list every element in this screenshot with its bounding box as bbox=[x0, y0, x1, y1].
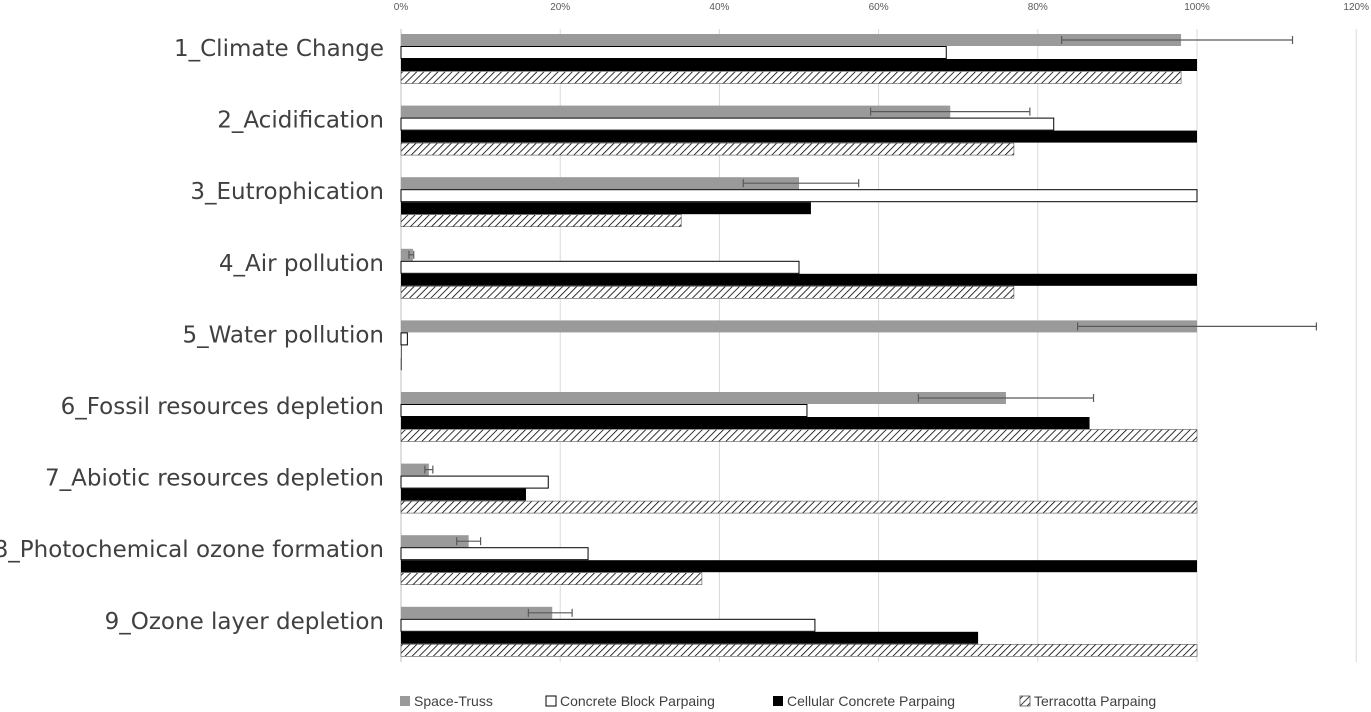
bar bbox=[400, 572, 703, 586]
legend-swatch bbox=[773, 696, 783, 706]
bar bbox=[401, 535, 469, 548]
bar bbox=[400, 643, 1198, 657]
bar bbox=[400, 429, 1198, 442]
bar bbox=[400, 547, 589, 561]
bar bbox=[401, 273, 1197, 286]
legend-swatch bbox=[545, 695, 557, 707]
category-label: 6_Fossil resources depletion bbox=[61, 394, 384, 420]
bar bbox=[401, 488, 526, 501]
bar bbox=[400, 285, 1015, 299]
category-label: 1_Climate Change bbox=[174, 36, 384, 62]
bars bbox=[400, 34, 1198, 657]
x-tick-label: 60% bbox=[869, 2, 889, 13]
x-tick-label: 80% bbox=[1028, 2, 1048, 13]
x-axis: 0% 20% 40% 60% 80% 100% 120% bbox=[394, 2, 1369, 13]
legend-label: Cellular Concrete Parpaing bbox=[787, 693, 955, 709]
x-tick-label: 40% bbox=[709, 2, 729, 13]
bar bbox=[400, 189, 1198, 203]
legend-label: Space-Truss bbox=[414, 693, 493, 709]
category-label: 3_Eutrophication bbox=[190, 179, 384, 205]
bar bbox=[400, 117, 1055, 131]
category-label: 9_Ozone layer depletion bbox=[105, 609, 384, 635]
bar bbox=[401, 320, 1197, 333]
bar bbox=[401, 177, 799, 190]
bar bbox=[401, 248, 413, 261]
bar bbox=[401, 631, 979, 644]
x-tick-label: 0% bbox=[394, 2, 409, 13]
bar bbox=[400, 500, 1198, 514]
bar bbox=[401, 392, 1006, 404]
legend: Space-Truss Concrete Block Parpaing Cellul… bbox=[400, 693, 1156, 709]
bar bbox=[401, 417, 1090, 429]
bar bbox=[400, 332, 408, 346]
category-label: 8_Photochemical ozone formation bbox=[0, 537, 384, 563]
bar bbox=[401, 606, 553, 619]
bar bbox=[401, 202, 811, 215]
legend-label: Terracotta Parpaing bbox=[1034, 693, 1156, 709]
category-label: 5_Water pollution bbox=[182, 322, 384, 348]
bar bbox=[401, 105, 951, 118]
x-tick-label: 100% bbox=[1184, 2, 1210, 13]
error-bars bbox=[408, 36, 1318, 617]
legend-swatch bbox=[400, 696, 410, 706]
bar bbox=[401, 59, 1197, 71]
legend-label: Concrete Block Parpaing bbox=[560, 693, 715, 709]
bar bbox=[400, 404, 808, 417]
bar bbox=[401, 463, 429, 476]
bar bbox=[400, 214, 682, 227]
bar bbox=[400, 46, 947, 59]
bar bbox=[400, 618, 816, 632]
x-tick-label: 20% bbox=[550, 2, 570, 13]
category-label: 7_Abiotic resources depletion bbox=[45, 466, 384, 492]
x-tick-label: 120% bbox=[1343, 2, 1369, 13]
bar bbox=[400, 142, 1015, 156]
bar bbox=[400, 260, 800, 274]
legend-swatch bbox=[1019, 695, 1031, 707]
bar bbox=[401, 345, 402, 358]
bar bbox=[401, 34, 1182, 46]
bar bbox=[400, 71, 1182, 84]
category-label: 2_Acidification bbox=[217, 108, 384, 134]
bar bbox=[401, 560, 1197, 573]
bar bbox=[401, 130, 1197, 143]
category-labels: 1_Climate Change 2_Acidification 3_Eutroph… bbox=[0, 36, 384, 635]
bar bbox=[400, 475, 549, 489]
category-label: 4_Air pollution bbox=[219, 251, 384, 277]
bar bbox=[400, 357, 402, 371]
